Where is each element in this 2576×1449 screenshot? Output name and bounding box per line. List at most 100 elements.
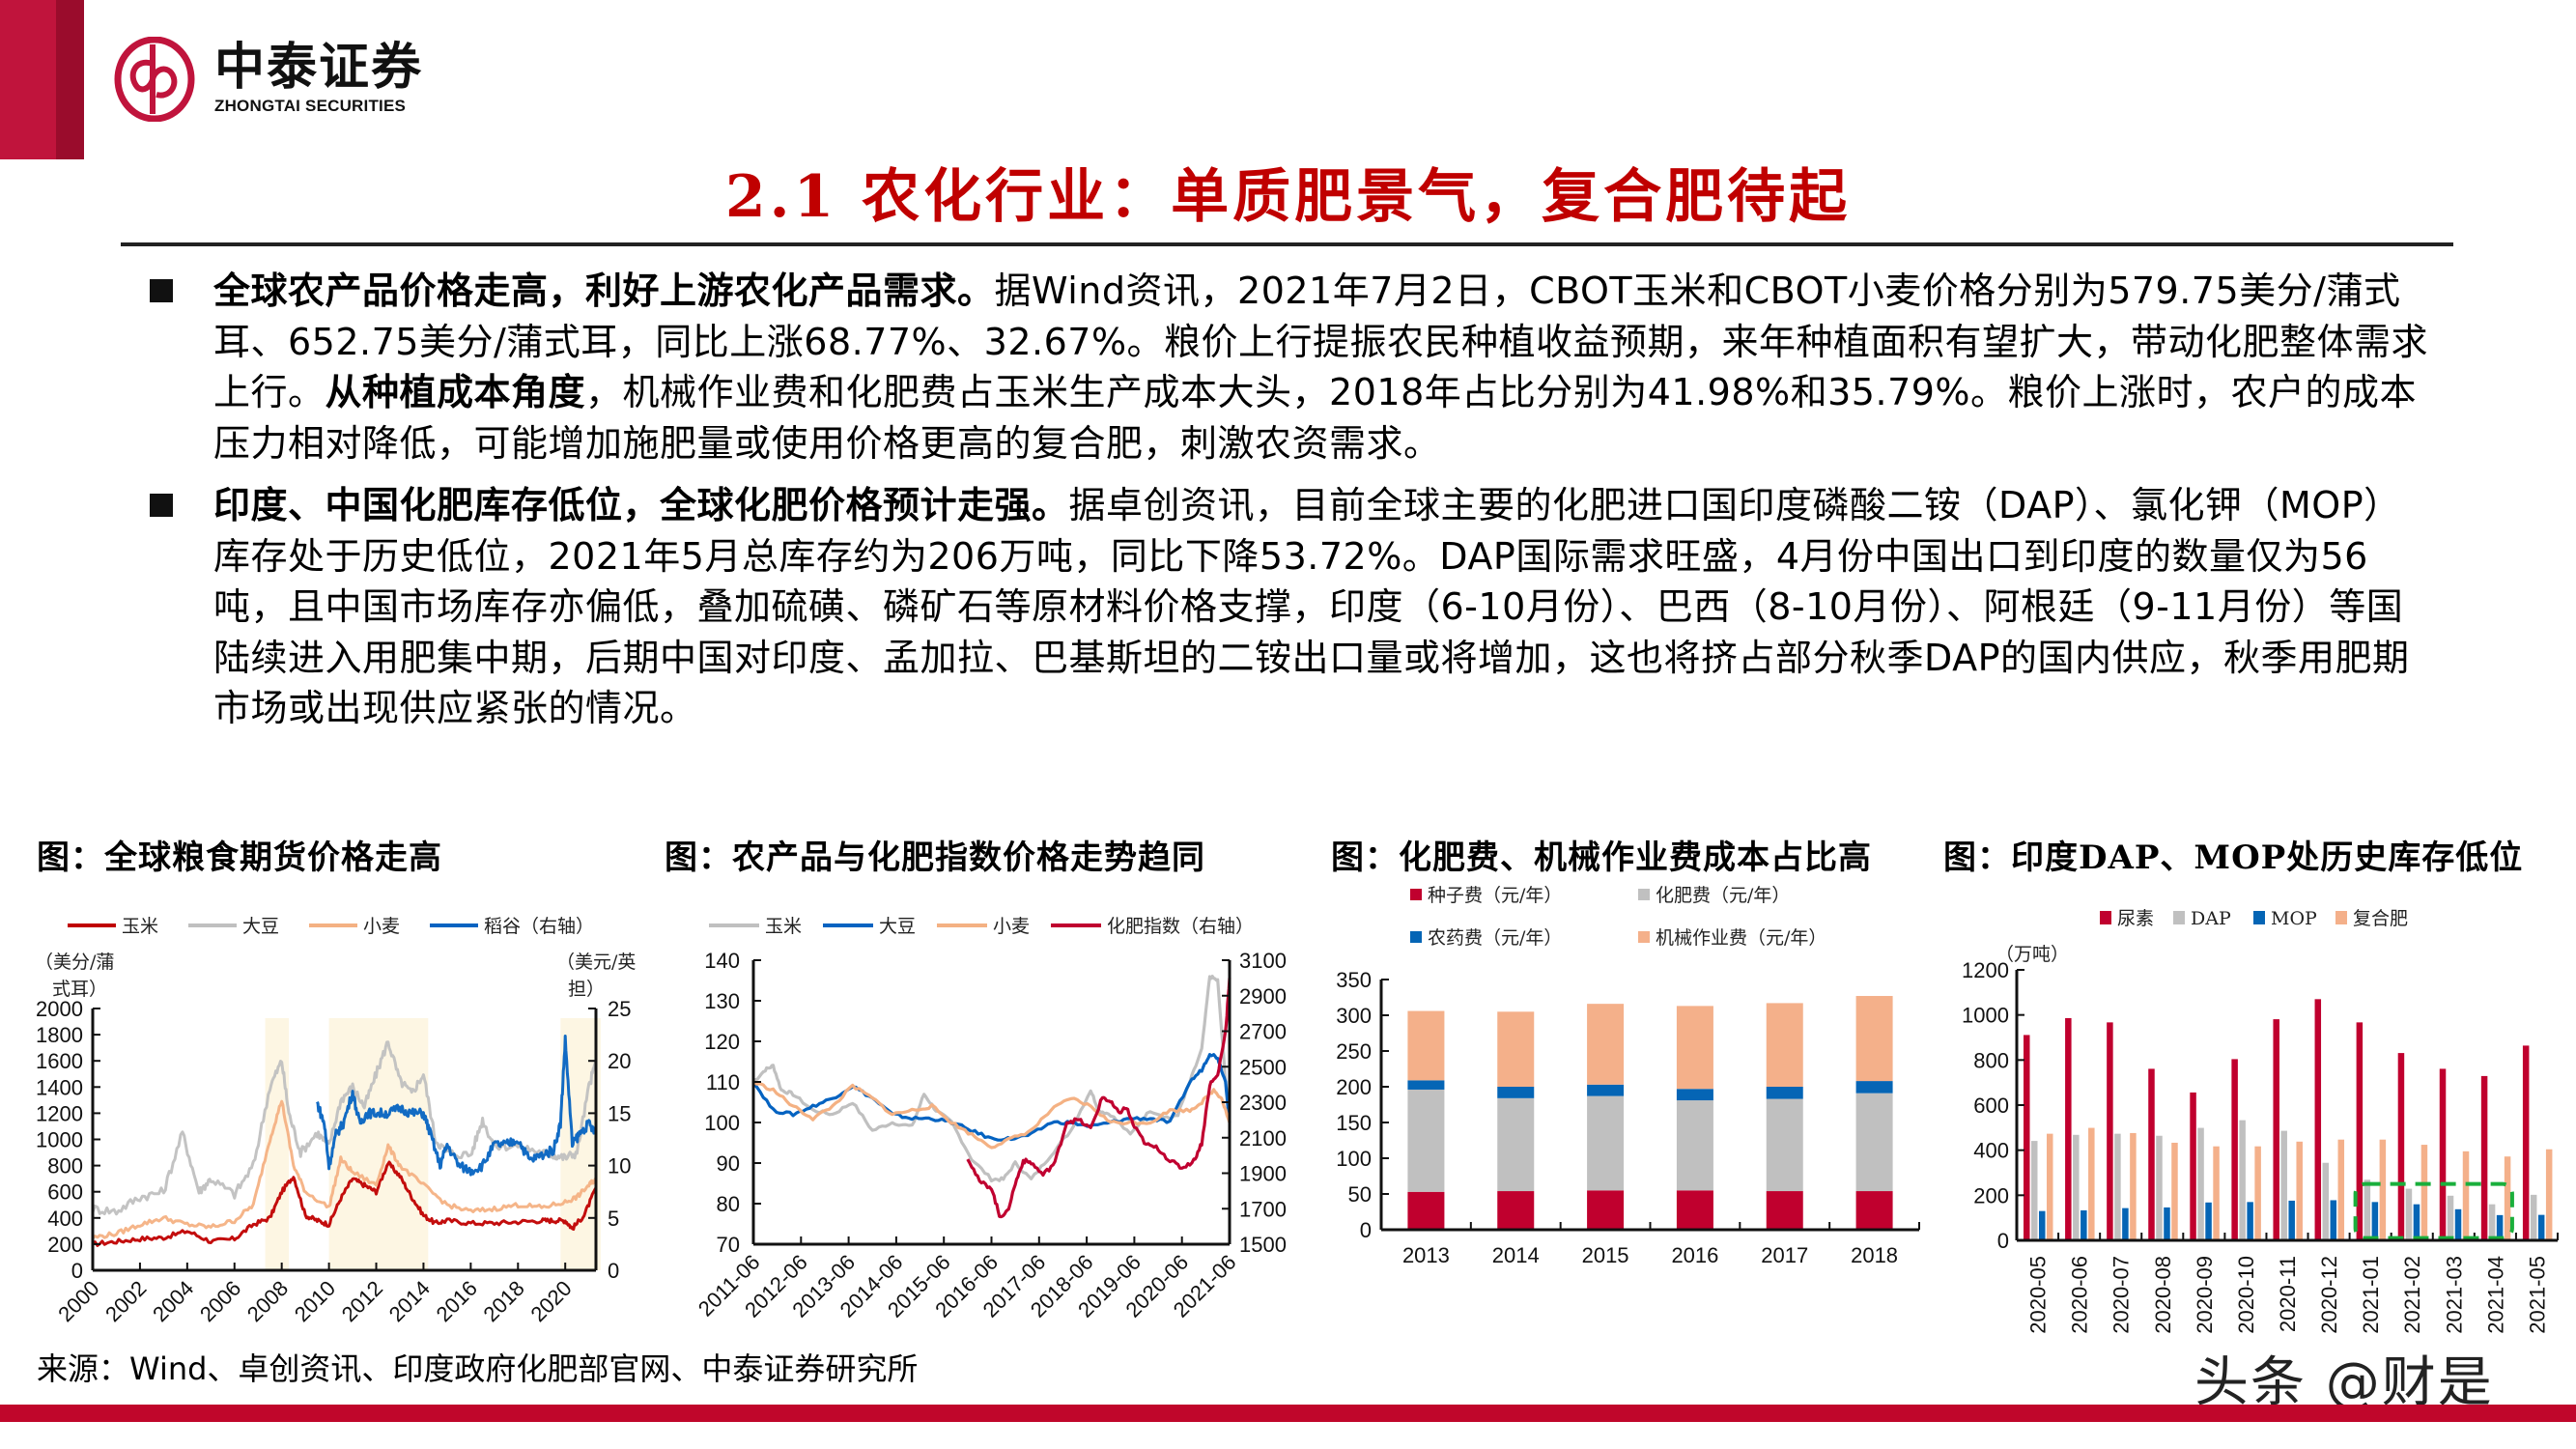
bar-segment [1587,1190,1625,1230]
svg-text:种子费（元/年）: 种子费（元/年） [1428,885,1562,906]
bullet-item: 全球农产品价格走高，利好上游农化产品需求。据Wind资讯，2021年7月2日，C… [150,266,2429,469]
svg-text:（万吨）: （万吨） [1996,944,2069,965]
svg-text:1600: 1600 [36,1049,83,1073]
bar [2488,1204,2496,1240]
svg-text:3100: 3100 [1239,949,1287,973]
svg-text:2000: 2000 [36,997,83,1021]
svg-text:式耳）: 式耳） [52,979,107,1000]
bar [2371,1202,2379,1240]
bar-segment [1766,1087,1803,1099]
bar-segment [1855,1081,1893,1094]
watermark: 头条 @财是 [2194,1351,2494,1414]
bullet-list: 全球农产品价格走高，利好上游农化产品需求。据Wind资讯，2021年7月2日，C… [150,266,2429,746]
svg-text:150: 150 [1336,1111,1372,1135]
svg-text:1000: 1000 [36,1128,83,1152]
svg-text:1200: 1200 [1962,958,2009,982]
svg-text:2900: 2900 [1239,984,1287,1009]
bar [2213,1146,2220,1240]
svg-text:250: 250 [1336,1039,1372,1064]
chart-grain-futures: 玉米 大豆 小麦 稻谷（右轴） （美分/蒲 式耳） （美元/英 担） 0 200 400 600 800… [19,869,647,1333]
bar-segment [1407,1080,1445,1090]
svg-text:20: 20 [608,1049,631,1073]
svg-text:2012: 2012 [337,1276,387,1326]
figure-title-4: 图：印度DAP、MOP处历史库存低位 [1943,838,2524,877]
bar [2439,1068,2447,1240]
svg-text:2014: 2014 [384,1276,435,1326]
line-chart-agri-fertilizer: 玉米 大豆 小麦 化肥指数（右轴） 70 80 90 100 110 120 130 140 1500 1… [694,916,1287,1322]
svg-text:玉米: 玉米 [765,916,802,937]
figure-title-1: 图：全球粮食期货价格走高 [37,838,442,877]
bar [2231,1059,2238,1240]
zhongtai-logo-icon [114,37,195,122]
svg-text:2300: 2300 [1239,1091,1287,1115]
bar-segment [1766,1098,1803,1192]
bar-segment [1497,1011,1535,1087]
svg-text:（美元/英: （美元/英 [556,952,636,973]
bar-segment [1587,1004,1625,1085]
svg-text:MOP: MOP [2271,908,2317,929]
bar [2530,1194,2537,1240]
bar-segment [1587,1095,1625,1191]
svg-text:100: 100 [704,1111,740,1135]
svg-text:2020-10: 2020-10 [2234,1256,2258,1333]
bar-segment [1497,1191,1535,1230]
square-bullet-icon [150,494,173,517]
bullet-body: 据卓创资讯，目前全球主要的化肥进口国印度磷酸二铵（DAP）、氯化钾（MOP）库存… [213,484,2410,729]
bullet-emphasis: 从种植成本角度 [325,371,586,413]
chart-legend: 种子费（元/年） 化肥费（元/年） 农药费（元/年） 机械作业费（元/年） [1410,885,1826,949]
svg-text:1200: 1200 [36,1101,83,1125]
bullet-headline: 印度、中国化肥库存低位，全球化肥价格预计走强。 [213,484,1069,526]
bar [2504,1156,2511,1240]
bar [2454,1208,2462,1240]
svg-text:0: 0 [608,1259,619,1283]
bullet-text: 印度、中国化肥库存低位，全球化肥价格预计走强。据卓创资讯，目前全球主要的化肥进口… [213,484,2410,729]
bar [2420,1145,2428,1240]
bar [2039,1210,2046,1240]
line-chart-grain-futures: 玉米 大豆 小麦 稻谷（右轴）（美分/蒲式耳）（美元/英担）0200400600800… [35,916,636,1326]
bar [2197,1127,2204,1240]
bar-segment [1766,1003,1803,1087]
bullet-body: 据Wind资讯，2021年7月2日，CBOT玉米和CBOT小麦价格分别为579.… [213,270,2429,413]
svg-text:400: 400 [47,1207,83,1231]
bar-chart-india-inventory: 尿素 DAP MOP 复合肥 （万吨） 2020-05 2020-06 2020-07 2020… [1962,908,2559,1333]
bar-segment [1407,1010,1445,1081]
svg-text:0: 0 [71,1259,83,1283]
svg-text:0: 0 [1360,1218,1372,1242]
svg-text:农药费（元/年）: 农药费（元/年） [1428,927,1562,949]
bar [2545,1149,2553,1240]
bar-segment [1676,1100,1713,1191]
svg-text:25: 25 [608,997,631,1021]
svg-text:2020-07: 2020-07 [2109,1256,2134,1333]
bar [2122,1208,2129,1240]
svg-text:2018: 2018 [479,1276,529,1326]
bar-segment [1676,1089,1713,1101]
svg-text:担）: 担） [568,979,605,1000]
bar [2205,1202,2212,1240]
bar [2322,1162,2330,1240]
bar [2537,1214,2545,1240]
svg-text:2015: 2015 [1582,1243,1629,1267]
highlight-box [2353,1181,2514,1240]
bar [2247,1202,2253,1240]
svg-text:1000: 1000 [1962,1004,2009,1028]
bar [2288,1200,2295,1240]
svg-text:2020-11: 2020-11 [2276,1256,2300,1332]
svg-text:120: 120 [704,1030,740,1054]
bar [2280,1130,2287,1240]
bar-segment [1676,1190,1713,1230]
svg-text:玉米: 玉米 [122,916,158,937]
svg-text:130: 130 [704,989,740,1013]
bar [2314,999,2322,1240]
svg-text:0: 0 [1997,1229,2009,1253]
bar [2081,1209,2087,1240]
svg-text:2020-12: 2020-12 [2317,1256,2341,1333]
svg-text:200: 200 [47,1233,83,1257]
svg-text:2000: 2000 [53,1276,103,1326]
bar [2379,1139,2387,1240]
bar [2405,1188,2413,1240]
bar-segment [1855,1093,1893,1192]
bar [2447,1195,2454,1240]
bar [2296,1141,2303,1240]
svg-text:2021-04: 2021-04 [2483,1256,2507,1333]
bar [2254,1146,2261,1240]
